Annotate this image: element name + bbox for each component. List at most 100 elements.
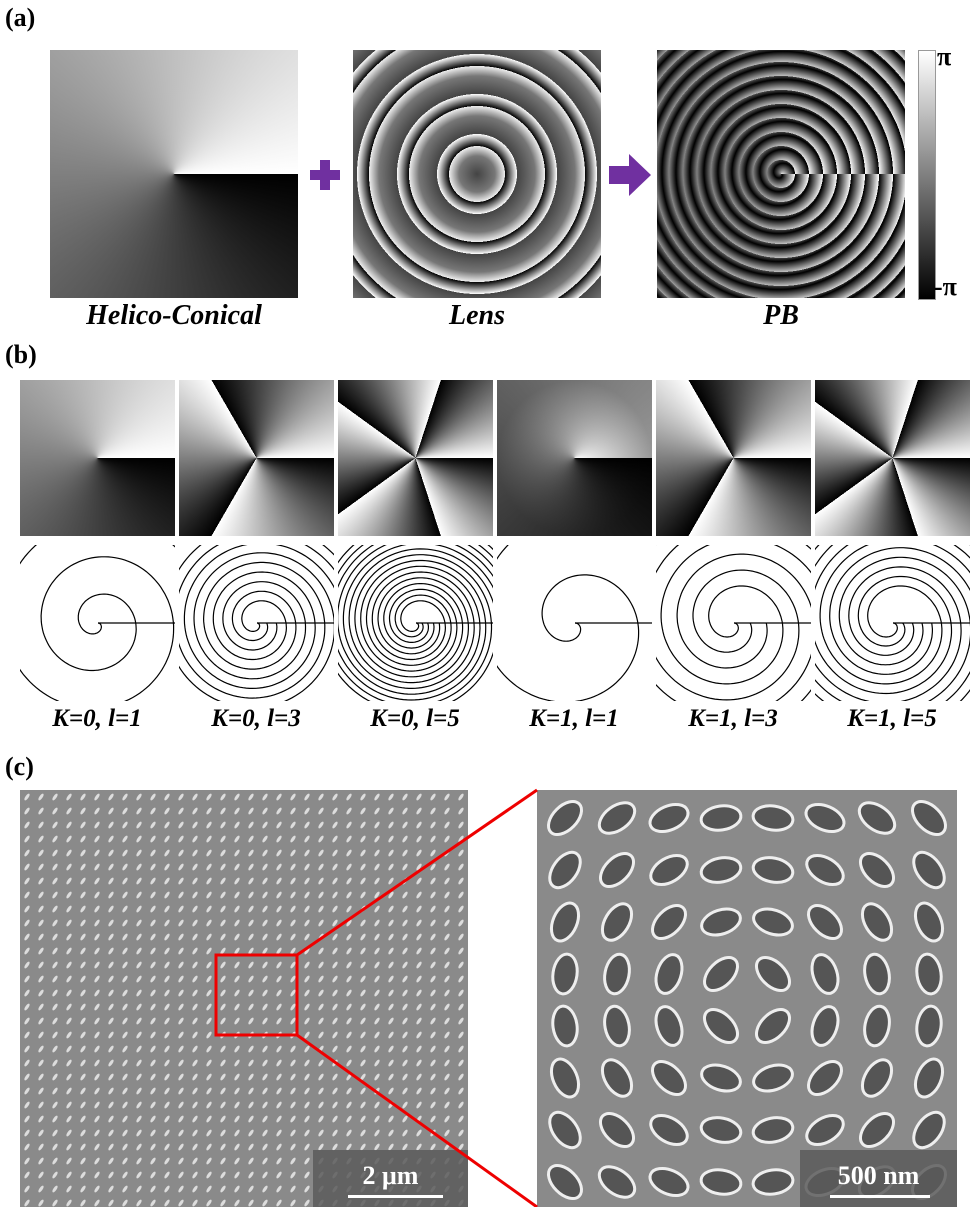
zoom-indicator	[214, 788, 538, 1207]
contour	[660, 545, 811, 701]
case-label: K=0, l=1	[52, 705, 142, 732]
nanopillar	[603, 952, 631, 996]
nanopillar	[603, 1004, 631, 1048]
phase-image	[656, 380, 811, 536]
nanopillar	[805, 1113, 845, 1147]
nanopillar	[912, 1110, 946, 1150]
contour	[338, 545, 493, 701]
nanopillar	[599, 852, 635, 888]
nanopillar	[654, 1005, 684, 1047]
contour	[656, 545, 811, 701]
nanopillar	[752, 1063, 794, 1093]
nanopillar	[859, 1112, 895, 1148]
nanopillar	[597, 801, 637, 835]
panel-label: (a)	[5, 3, 36, 32]
nanopillar	[915, 952, 943, 996]
contour	[656, 545, 811, 701]
phase-image	[179, 380, 334, 536]
nanopillar	[549, 901, 581, 943]
nanopillar	[703, 1008, 739, 1044]
case-label: K=0, l=3	[211, 705, 301, 732]
case-label: K=1, l=3	[688, 705, 778, 732]
nanopillar	[751, 804, 795, 832]
nanopillar	[651, 1060, 687, 1096]
nanopillar	[699, 1168, 743, 1196]
phase-image	[657, 50, 905, 298]
phase-image	[815, 380, 970, 536]
contour	[819, 545, 970, 701]
colorbar-min: -π	[934, 272, 957, 301]
contour	[20, 545, 175, 701]
scale-bar-label: 500 nm	[837, 1161, 920, 1190]
nanopillar	[600, 1058, 634, 1098]
nanopillar	[807, 1060, 843, 1096]
phase-image	[20, 380, 175, 536]
nanopillar	[860, 902, 894, 942]
contour	[179, 545, 334, 701]
case-label: K=0, l=5	[370, 705, 460, 732]
image-caption: PB	[763, 300, 799, 331]
nanopillar	[859, 852, 895, 888]
nanopillar	[549, 1057, 581, 1099]
image-caption: Helico-Conical	[86, 300, 262, 331]
contour-drawings	[20, 545, 970, 701]
contour	[338, 545, 493, 701]
nanopillar	[751, 1116, 795, 1144]
nanopillar	[703, 956, 739, 992]
nanopillar	[912, 850, 946, 890]
scale-line	[830, 1195, 930, 1198]
image-caption: Lens	[449, 300, 505, 331]
scale-bar-label: 2 μm	[362, 1161, 419, 1190]
nanopillar	[915, 1004, 943, 1048]
nanopillar	[913, 901, 945, 943]
nanopillar	[648, 802, 690, 834]
nanopillar	[755, 1008, 791, 1044]
phase-image	[50, 50, 298, 298]
nanopillar	[751, 856, 795, 884]
scale-line	[348, 1195, 443, 1198]
contour	[342, 545, 493, 689]
nanopillar	[804, 802, 846, 834]
nanopillar	[911, 800, 947, 836]
nanopillar	[551, 1004, 579, 1048]
nanopillar	[700, 907, 742, 937]
nanopillar	[860, 1058, 894, 1098]
contour	[338, 545, 493, 701]
nanopillar	[547, 800, 583, 836]
nanopillar	[863, 952, 891, 996]
arrow	[609, 154, 651, 196]
nanopillar	[597, 1165, 637, 1199]
nanopillar	[699, 804, 743, 832]
nanopillar	[547, 1164, 583, 1200]
nanopillar	[810, 953, 840, 995]
nanopillar	[548, 850, 582, 890]
sem-image	[20, 790, 468, 1207]
nanopillar	[700, 1063, 742, 1093]
nanopillar	[599, 1112, 635, 1148]
nanopillar	[654, 953, 684, 995]
nanopillar	[649, 1113, 689, 1147]
case-label: K=1, l=1	[529, 705, 619, 732]
nanopillar	[755, 956, 791, 992]
panel-label: (c)	[5, 752, 34, 781]
nanopillar	[913, 1057, 945, 1099]
nanopillar	[805, 853, 845, 887]
nanopillar	[648, 1166, 690, 1198]
case-label: K=1, l=5	[847, 705, 937, 732]
colorbar	[918, 50, 936, 300]
contour	[815, 545, 970, 701]
nanopillar	[810, 1005, 840, 1047]
nanopillar	[548, 1110, 582, 1150]
plus-sign	[310, 160, 340, 190]
nanopillar	[857, 801, 897, 835]
sem-zoom	[537, 790, 957, 1207]
contour	[338, 545, 493, 695]
contour	[497, 545, 640, 701]
nanopillar	[863, 1004, 891, 1048]
phase-image	[497, 380, 652, 536]
contour	[815, 545, 970, 701]
nanopillar	[551, 952, 579, 996]
panel-label: (b)	[5, 340, 37, 369]
nanopillar	[751, 1168, 795, 1196]
